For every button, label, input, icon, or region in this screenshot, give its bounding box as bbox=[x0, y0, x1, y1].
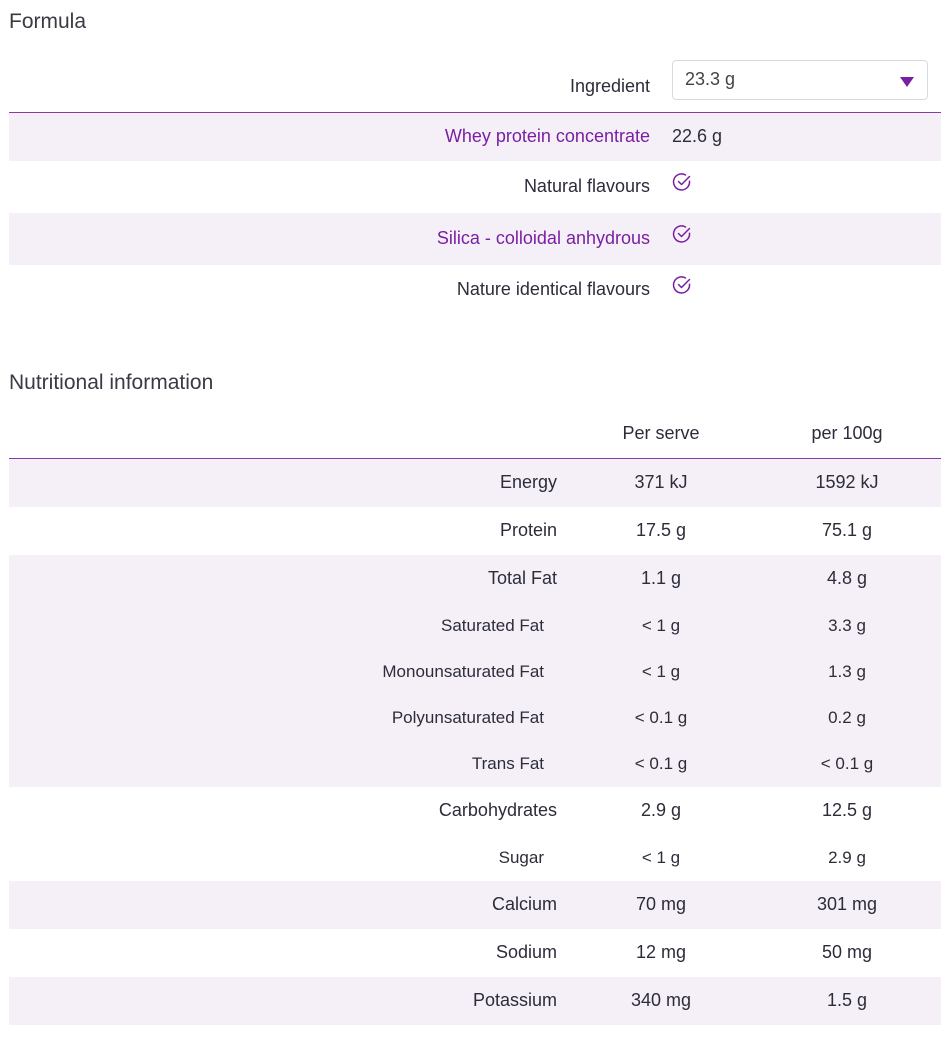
per-serve-value: 371 kJ bbox=[634, 472, 688, 492]
column-header: Ingredient bbox=[569, 76, 650, 96]
column-header: Per serve bbox=[622, 423, 700, 443]
per-serve-value: < 0.1 g bbox=[634, 754, 688, 773]
nutrient-subrow: Trans Fat < 0.1 g < 0.1 g bbox=[9, 741, 941, 787]
nutrient-label: Carbohydrates bbox=[438, 800, 557, 820]
nutrient-row: Energy 371 kJ 1592 kJ bbox=[9, 459, 941, 507]
per-serve-value: 340 mg bbox=[630, 990, 692, 1010]
nutrient-label: Calcium bbox=[491, 894, 557, 914]
nutrient-label: Monounsaturated Fat bbox=[382, 662, 544, 681]
per-serve-value: 17.5 g bbox=[635, 520, 687, 540]
nutrient-row: Total Fat 1.1 g 4.8 g bbox=[9, 555, 941, 603]
ingredient-row: Natural flavours bbox=[9, 161, 941, 213]
per-serve-value: < 0.1 g bbox=[634, 708, 688, 727]
nutrient-subrow: Polyunsaturated Fat < 0.1 g 0.2 g bbox=[9, 695, 941, 741]
nutrient-label: Polyunsaturated Fat bbox=[391, 708, 544, 727]
per-100g-value: 3.3 g bbox=[828, 616, 866, 635]
per-100g-value: 75.1 g bbox=[821, 520, 873, 540]
per-100g-value: 1.5 g bbox=[826, 990, 868, 1010]
ingredient-name: Natural flavours bbox=[523, 176, 650, 196]
per-100g-value: 4.8 g bbox=[826, 568, 868, 588]
nutrient-label: Potassium bbox=[472, 990, 557, 1010]
ingredient-row: Silica - colloidal anhydrous bbox=[9, 213, 941, 265]
nutrient-subrow: Sugar < 1 g 2.9 g bbox=[9, 835, 941, 881]
check-icon bbox=[672, 172, 692, 197]
nutrient-label: Sugar bbox=[498, 848, 544, 867]
section-title: Nutritional information bbox=[9, 371, 214, 394]
nutrient-label: Protein bbox=[499, 520, 557, 540]
divider bbox=[9, 458, 941, 459]
per-100g-value: < 0.1 g bbox=[820, 754, 874, 773]
per-100g-value: 50 mg bbox=[821, 942, 873, 962]
check-icon bbox=[672, 224, 692, 249]
nutrient-subrow: Monounsaturated Fat < 1 g 1.3 g bbox=[9, 649, 941, 695]
nutrient-label: Total Fat bbox=[487, 568, 557, 588]
check-icon bbox=[672, 275, 692, 300]
per-serve-value: < 1 g bbox=[641, 662, 681, 681]
per-serve-value: 12 mg bbox=[635, 942, 687, 962]
section-title: Formula bbox=[9, 10, 87, 33]
dropdown-arrow bbox=[900, 77, 914, 87]
per-serve-value: 70 mg bbox=[635, 894, 687, 914]
ingredient-row: Whey protein concentrate 22.6 g bbox=[9, 113, 941, 161]
per-100g-value: 2.9 g bbox=[828, 848, 866, 867]
nutrient-label: Sodium bbox=[495, 942, 557, 962]
per-100g-value: 1.3 g bbox=[828, 662, 866, 681]
per-100g-value: 1592 kJ bbox=[815, 472, 879, 492]
nutrient-subrow: Saturated Fat < 1 g 3.3 g bbox=[9, 603, 941, 649]
per-serve-value: < 1 g bbox=[641, 616, 681, 635]
nutrient-row: Protein 17.5 g 75.1 g bbox=[9, 507, 941, 555]
divider bbox=[9, 112, 941, 113]
nutrient-row: Sodium 12 mg 50 mg bbox=[9, 929, 941, 977]
ingredient-name: Nature identical flavours bbox=[456, 279, 650, 299]
ingredient-name: Whey protein concentrate bbox=[444, 126, 650, 146]
nutrient-row: Potassium 340 mg 1.5 g bbox=[9, 977, 941, 1025]
per-serve-value: 2.9 g bbox=[640, 800, 682, 820]
dropdown-value: 23.3 g bbox=[685, 69, 736, 89]
nutrient-label: Saturated Fat bbox=[440, 616, 544, 635]
ingredient-amount: 22.6 g bbox=[672, 126, 723, 146]
dropdown[interactable]: 23.3 g bbox=[672, 60, 928, 100]
nutrient-row: Calcium 70 mg 301 mg bbox=[9, 881, 941, 929]
nutrient-label: Trans Fat bbox=[471, 754, 544, 773]
column-header: per 100g bbox=[811, 423, 883, 443]
per-serve-value: 1.1 g bbox=[640, 568, 682, 588]
per-100g-value: 0.2 g bbox=[828, 708, 866, 727]
per-serve-value: < 1 g bbox=[641, 848, 681, 867]
per-100g-value: 12.5 g bbox=[821, 800, 873, 820]
ingredient-row: Nature identical flavours bbox=[9, 265, 941, 315]
ingredient-name: Silica - colloidal anhydrous bbox=[436, 228, 650, 248]
nutrient-row: Carbohydrates 2.9 g 12.5 g bbox=[9, 787, 941, 835]
nutrient-label: Energy bbox=[499, 472, 557, 492]
per-100g-value: 301 mg bbox=[816, 894, 878, 914]
